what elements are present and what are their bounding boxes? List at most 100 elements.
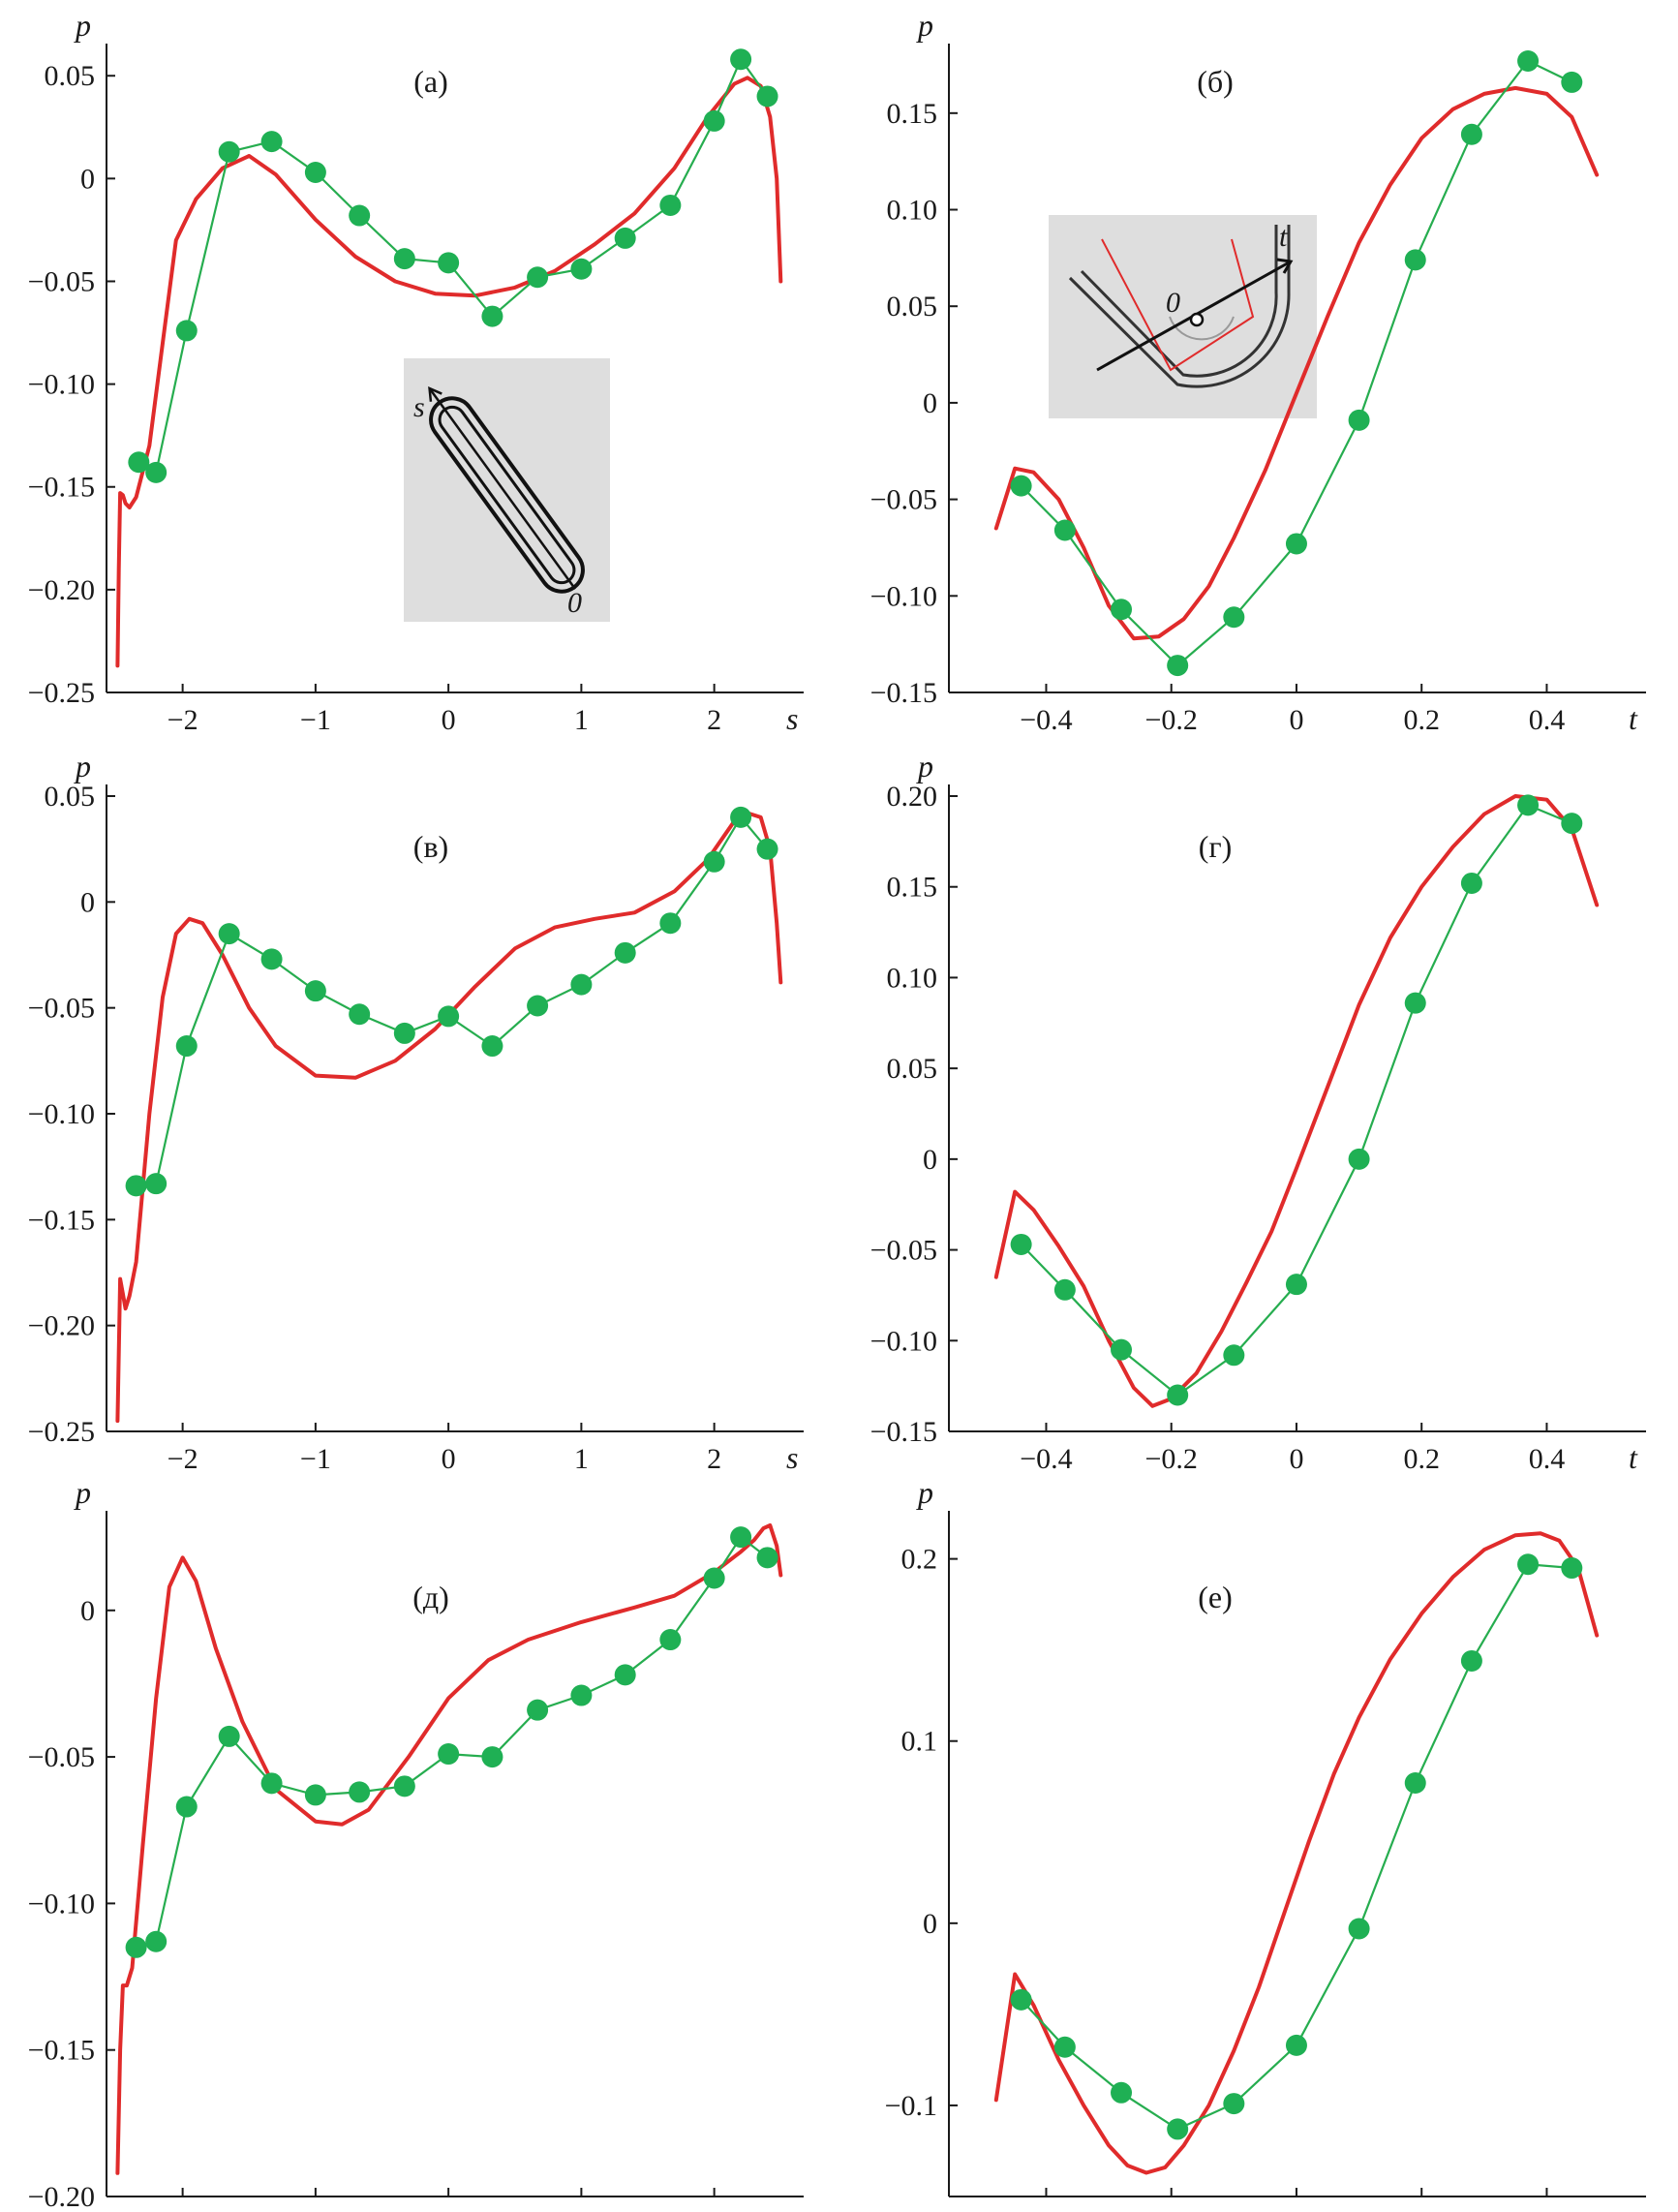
chart-panel-b: 0.15 0.10 0.05 0 −0.05 −0.10 −0.15 −0.4 −0.2 0 0.2… <box>870 8 1646 736</box>
y-tick-label: −0.20 <box>28 1310 95 1342</box>
experiment-point <box>218 140 240 163</box>
x-tick-label: 1 <box>574 1443 589 1475</box>
y-tick-label: −0.10 <box>870 1325 937 1357</box>
y-tick-label: 0.10 <box>887 962 938 994</box>
y-tick-label: −0.20 <box>28 2181 95 2212</box>
experiment-point <box>1111 599 1133 621</box>
experiment-point <box>570 973 593 996</box>
x-tick-label: −2 <box>168 704 198 736</box>
x-tick-label: 2 <box>707 2208 721 2212</box>
experiment-point <box>1167 1384 1189 1406</box>
experiment-point <box>1348 1148 1370 1170</box>
y-tick-label: −0.05 <box>870 1235 937 1267</box>
channel-inner-wall <box>1080 225 1278 378</box>
x-tick-label: −1 <box>300 2208 331 2212</box>
simulation-series-line <box>993 1531 1600 2175</box>
experiment-point <box>1285 533 1307 555</box>
x-tick-label: 0.4 <box>1529 2208 1566 2212</box>
simulation-series-line <box>115 811 783 1424</box>
simulation-series-line <box>115 76 783 668</box>
y-tick-label: 0.20 <box>887 781 938 813</box>
y-tick-label: −0.05 <box>28 265 95 297</box>
inset-diagram: t0 <box>1049 215 1317 418</box>
experiment-point <box>527 266 549 289</box>
y-tick-label: −0.15 <box>28 1204 95 1236</box>
experiment-point <box>1561 1557 1583 1580</box>
chart-panel-a: 0.05 0 −0.05 −0.10 −0.15 −0.20 −0.25 −2 −1 0 1 2 p s (… <box>28 8 804 736</box>
experiment-point <box>1010 1233 1032 1255</box>
experiment-point <box>175 1796 198 1818</box>
experiment-point <box>349 1003 371 1026</box>
experiment-point <box>1561 813 1583 835</box>
chart-panel-e: 0 −0.05 −0.10 −0.15 −0.20 −2 −1 0 1 2 p s (д) <box>28 1475 804 2212</box>
experiment-point <box>438 1743 460 1766</box>
y-tick-label: 0.2 <box>901 1544 938 1576</box>
y-tick-label: 0.15 <box>887 872 938 904</box>
y-tick-label: −0.15 <box>870 1416 937 1448</box>
experiment-point <box>570 1684 593 1706</box>
experiment-point <box>1404 249 1426 271</box>
x-tick-label: 2 <box>707 1443 721 1475</box>
chart-panel-d: 0.200.150.100.050−0.05−0.10−0.15−0.4 −0.2… <box>870 749 1646 1475</box>
axis-arrow-icon <box>428 385 442 402</box>
experiment-point <box>218 923 240 945</box>
y-tick-label: 0 <box>923 387 937 419</box>
y-tick-label: 0 <box>80 163 95 195</box>
experiment-point <box>438 252 460 274</box>
x-axis-label: t <box>1629 2205 1638 2212</box>
experiment-point <box>145 1173 168 1195</box>
experiment-point <box>1010 475 1032 497</box>
experiment-point <box>1053 519 1076 541</box>
experiment-point <box>614 227 636 249</box>
x-axis-label: s <box>786 701 798 736</box>
x-tick-label: 1 <box>574 2208 589 2212</box>
inset-diagram: s0 <box>404 358 610 622</box>
experiment-point <box>703 1567 725 1589</box>
y-tick-label: −0.25 <box>28 1416 95 1448</box>
x-axis-label: s <box>786 1440 798 1475</box>
panel-title: (в) <box>413 829 448 864</box>
x-tick-label: −1 <box>300 1443 331 1475</box>
experiment-point <box>730 48 752 71</box>
y-tick-label: −0.15 <box>28 472 95 504</box>
y-axis-label: p <box>74 8 91 43</box>
x-tick-label: 0.4 <box>1529 1443 1566 1475</box>
x-tick-label: −2 <box>168 2208 198 2212</box>
experiment-point <box>393 248 415 270</box>
experiment-point <box>304 980 326 1002</box>
experiment-point <box>1285 1274 1307 1296</box>
experiment-point <box>260 1772 283 1795</box>
experiment-point <box>659 1629 682 1651</box>
x-tick-label: −0.2 <box>1145 1443 1198 1475</box>
y-tick-label: −0.15 <box>28 2035 95 2067</box>
experiment-point <box>1517 794 1540 816</box>
experiment-point <box>393 1022 415 1044</box>
x-tick-label: −2 <box>168 1443 198 1475</box>
y-tick-label: 0 <box>923 1908 937 1940</box>
experiment-point <box>1111 2081 1133 2104</box>
y-tick-label: 0.15 <box>887 98 938 130</box>
x-tick-label: 0 <box>1289 1443 1303 1475</box>
y-tick-label: −0.1 <box>885 2090 937 2122</box>
x-tick-label: 2 <box>707 704 721 736</box>
y-tick-label: −0.10 <box>28 1098 95 1130</box>
x-tick-label: −1 <box>300 704 331 736</box>
panel-title: (б) <box>1197 64 1234 99</box>
y-axis-label: p <box>74 1475 91 1510</box>
x-tick-label: 0 <box>442 2208 456 2212</box>
experiment-point <box>393 1775 415 1797</box>
experiment-point <box>1111 1338 1133 1361</box>
experiment-point <box>145 461 168 483</box>
x-tick-label: 0 <box>442 1443 456 1475</box>
y-tick-label: 0.05 <box>887 1053 938 1085</box>
experiment-point <box>527 995 549 1017</box>
x-tick-label: 1 <box>574 704 589 736</box>
inset-axis-label: s <box>413 391 425 423</box>
inset-axis-label: t <box>1279 221 1288 253</box>
x-tick-label: 0.2 <box>1403 704 1440 736</box>
panel-title: (е) <box>1198 1580 1233 1614</box>
y-tick-label: −0.20 <box>28 574 95 606</box>
experiment-point <box>659 912 682 935</box>
experiment-series-line <box>136 815 769 1187</box>
x-tick-label: −0.4 <box>1020 2208 1072 2212</box>
